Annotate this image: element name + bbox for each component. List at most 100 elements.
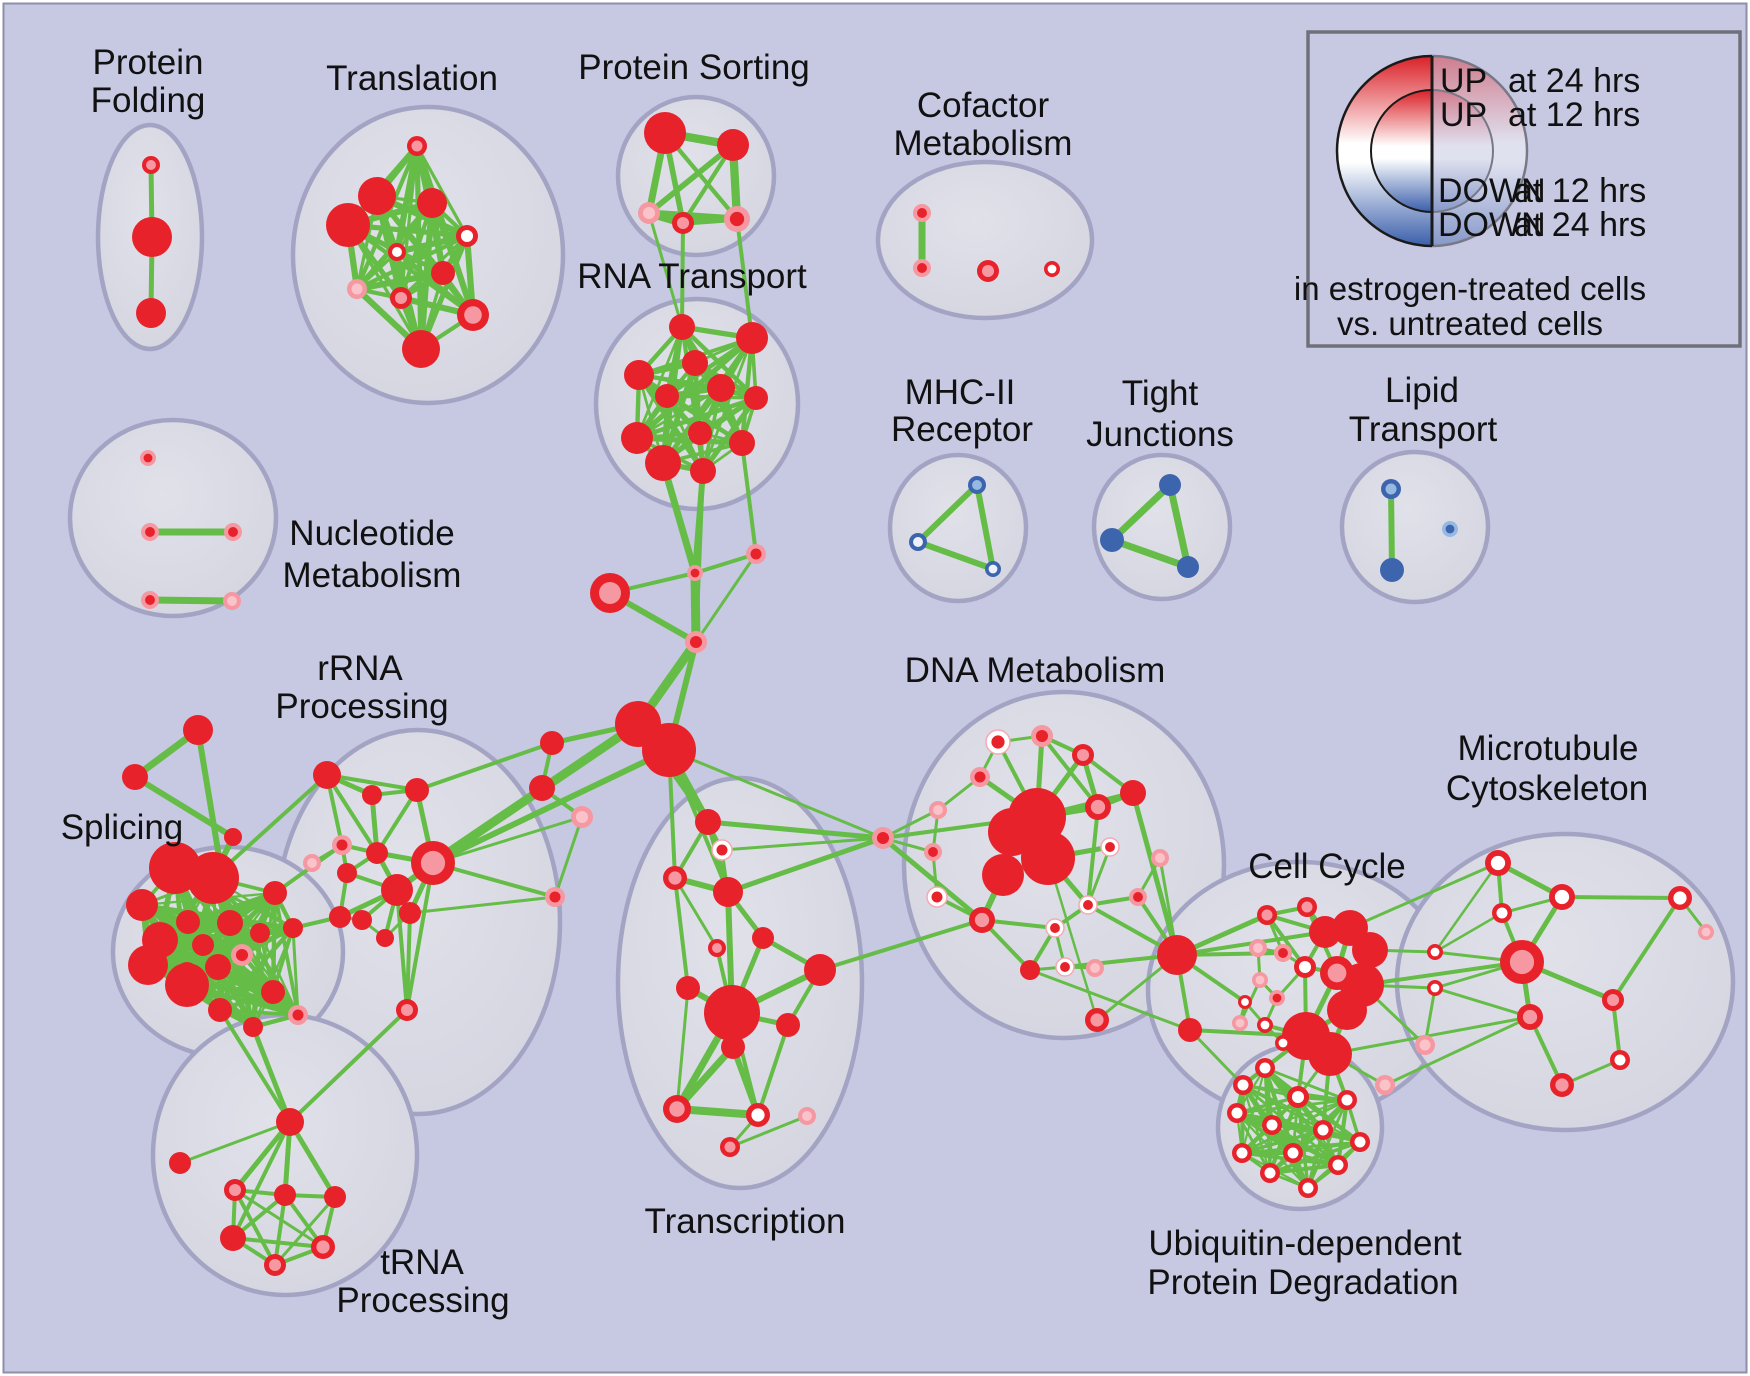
gene-node: [1260, 1163, 1280, 1183]
edge: [273, 1196, 337, 1266]
gene-node-outer-ring: [1159, 474, 1181, 496]
edge: [1236, 1098, 1348, 1115]
gene-node: [176, 910, 200, 934]
gene-node-outer-ring: [982, 854, 1024, 896]
gene-node-inner-disc: [1554, 889, 1570, 905]
gene-node: [776, 1013, 800, 1037]
edge: [1361, 960, 1523, 987]
gene-node: [362, 785, 382, 805]
gene-node-outer-ring: [224, 828, 242, 846]
edge: [218, 1008, 292, 1124]
gene-node: [615, 701, 661, 747]
gene-node-inner-disc: [1278, 1038, 1288, 1048]
gene-node: [704, 985, 760, 1041]
gene-node: [376, 929, 394, 947]
gene-node-outer-ring: [721, 1035, 745, 1059]
gene-node: [1044, 261, 1060, 277]
gene-node: [968, 476, 986, 494]
gene-node-outer-ring: [217, 910, 243, 936]
gene-node: [1328, 1155, 1348, 1175]
gene-node: [402, 330, 440, 368]
edge: [1029, 968, 1191, 1032]
cluster-label-lipid-transport: Transport: [1349, 410, 1498, 449]
gene-node-outer-ring: [337, 863, 357, 883]
gene-node: [1610, 1050, 1630, 1070]
gene-node-inner-disc: [1354, 1136, 1366, 1148]
edge: [673, 877, 719, 949]
gene-node: [1269, 990, 1285, 1006]
gene-node-outer-ring: [707, 374, 735, 402]
gene-node: [690, 458, 716, 484]
gene-node: [192, 934, 214, 956]
gene-node: [1021, 831, 1075, 885]
gene-node-outer-ring: [1308, 1032, 1352, 1076]
gene-node-inner-disc: [145, 527, 155, 537]
gene-node: [1442, 521, 1458, 537]
gene-node-outer-ring: [1120, 780, 1146, 806]
gene-node-outer-ring: [176, 910, 200, 934]
gene-node-outer-ring: [615, 701, 661, 747]
gene-node: [1320, 956, 1354, 990]
gene-node-outer-ring: [655, 384, 679, 408]
legend-box: [1306, 30, 1742, 348]
gene-node-inner-disc: [1261, 909, 1273, 921]
gene-node: [655, 384, 679, 408]
gene-node: [1257, 905, 1277, 925]
gene-node-outer-ring: [187, 852, 239, 904]
gene-node-inner-disc: [1509, 949, 1535, 975]
edge: [974, 484, 996, 570]
gene-node-inner-disc: [392, 247, 402, 257]
gene-node: [1045, 918, 1065, 938]
cluster-ellipse-tight-junctions: [1091, 452, 1233, 602]
legend-key-1: UP: [1440, 96, 1487, 134]
edge: [647, 212, 684, 328]
edge: [1434, 986, 1531, 1019]
gene-node: [456, 225, 478, 247]
edge: [431, 747, 671, 866]
edge: [700, 396, 759, 473]
gene-node-inner-disc: [1260, 1020, 1270, 1030]
gene-node: [1151, 849, 1169, 867]
gene-node-outer-ring: [644, 112, 686, 154]
edge: [1086, 846, 1112, 906]
gene-node-outer-ring: [399, 902, 421, 924]
edge: [819, 918, 983, 972]
gene-node-outer-ring: [1020, 960, 1040, 980]
gene-node: [329, 906, 351, 928]
edge: [916, 539, 995, 572]
gene-node: [303, 854, 321, 872]
gene-node-inner-disc: [1555, 1078, 1569, 1092]
gene-node-outer-ring: [744, 386, 768, 410]
edge: [1268, 1096, 1300, 1174]
gene-node: [283, 918, 303, 938]
cluster-label-microtubule-cytoskeleton: Cytoskeleton: [1446, 769, 1648, 808]
gene-node-outer-ring: [192, 934, 214, 956]
gene-node: [224, 523, 242, 541]
gene-node-inner-disc: [464, 306, 482, 324]
legend-time-1: at 12 hrs: [1508, 96, 1640, 134]
gene-node: [1500, 940, 1544, 984]
gene-node-inner-disc: [1090, 799, 1106, 815]
gene-node-inner-disc: [1278, 948, 1288, 958]
edge: [356, 269, 444, 293]
gene-node: [288, 1005, 308, 1025]
legend-footer-line-1: vs. untreated cells: [1337, 305, 1603, 342]
gene-node-inner-disc: [1430, 983, 1440, 993]
gene-node: [224, 1179, 246, 1201]
cluster-ellipse-mhc-ii-receptor: [887, 452, 1029, 604]
gene-node-inner-disc: [1673, 891, 1687, 905]
gene-node-outer-ring: [132, 217, 172, 257]
cluster-label-mhc-ii-receptor: MHC-II: [905, 373, 1016, 412]
gene-node: [1129, 888, 1147, 906]
cluster-label-rna-transport: RNA Transport: [577, 257, 807, 296]
gene-node-outer-ring: [263, 881, 287, 905]
gene-node-outer-ring: [713, 877, 743, 907]
gene-node-inner-disc: [351, 283, 363, 295]
gene-node-outer-ring: [988, 808, 1036, 856]
edge: [1335, 1099, 1350, 1166]
cluster-label-rrna-processing: rRNA: [317, 649, 403, 688]
gene-node-inner-disc: [1255, 975, 1265, 985]
gene-node: [590, 573, 630, 613]
gene-node-outer-ring: [776, 1013, 800, 1037]
gene-node: [405, 778, 429, 802]
